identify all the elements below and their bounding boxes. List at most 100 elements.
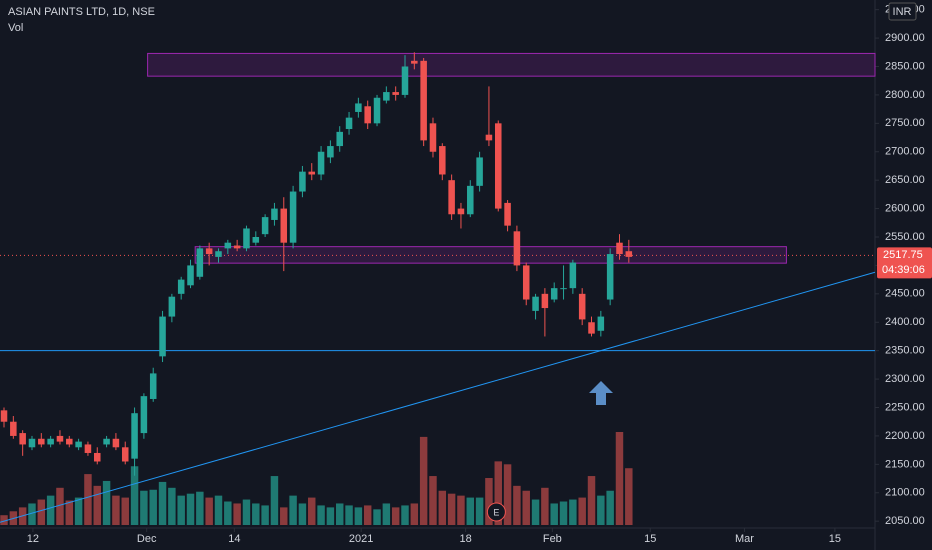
candle-body <box>345 117 353 130</box>
volume-bar <box>130 466 139 525</box>
x-tick-label: 14 <box>228 533 240 545</box>
y-tick-label: 2650.00 <box>885 174 925 186</box>
candle-body <box>289 191 297 243</box>
candle-body <box>476 157 483 186</box>
volume-bar <box>475 497 484 525</box>
x-tick-label: 2021 <box>349 533 373 545</box>
volume-bar <box>382 503 391 525</box>
candle-body <box>597 316 605 331</box>
volume-bar <box>345 505 353 525</box>
candle-body <box>252 237 260 243</box>
volume-bar <box>503 464 512 525</box>
volume-bar <box>177 495 185 525</box>
volume-bar <box>121 497 129 525</box>
y-tick-label: 2450.00 <box>885 288 925 300</box>
volume-bar <box>37 499 46 525</box>
candle-body <box>448 180 455 215</box>
candle-body <box>457 208 465 215</box>
volume-bar <box>56 487 64 525</box>
candle-body <box>411 60 418 64</box>
candle-body <box>439 146 446 175</box>
candle-body <box>243 228 250 249</box>
volume-bar <box>196 491 204 525</box>
candle-body <box>569 262 577 289</box>
candle-body <box>364 106 371 124</box>
volume-bar <box>93 485 101 525</box>
candle-body <box>205 248 213 255</box>
candle-body <box>494 123 502 209</box>
volume-bar <box>140 490 148 525</box>
volume-bar <box>550 503 558 525</box>
last-price-label: 2517.75 <box>883 249 923 261</box>
volume-bar <box>401 505 409 525</box>
y-tick-label: 2800.00 <box>885 89 925 101</box>
x-tick-label: Dec <box>137 533 157 545</box>
volume-bar <box>457 495 465 525</box>
candle-body <box>224 242 232 249</box>
candle-body <box>578 293 586 320</box>
earnings-marker <box>486 502 506 522</box>
candle-body <box>168 296 176 317</box>
y-tick-label: 2200.00 <box>885 430 925 442</box>
candle-body <box>392 92 399 95</box>
candle-body <box>485 134 493 141</box>
trendline <box>0 271 876 523</box>
candle-body <box>271 208 278 220</box>
candle-body <box>541 293 549 309</box>
candle-body <box>140 396 148 434</box>
volume-bar <box>494 461 502 525</box>
y-tick-label: 2700.00 <box>885 146 925 158</box>
candle-body <box>38 438 45 445</box>
volume-bar <box>261 505 269 525</box>
volume-bar <box>485 478 493 525</box>
volume-bar <box>541 487 549 525</box>
volume-bar <box>625 468 633 525</box>
chart-title: ASIAN PAINTS LTD, 1D, NSE <box>8 6 155 18</box>
y-tick-label: 2150.00 <box>885 458 925 470</box>
volume-bar <box>224 501 232 525</box>
volume-bar <box>326 507 335 525</box>
candle-body <box>401 66 409 95</box>
volume-bar <box>419 436 428 525</box>
candle-body <box>28 438 36 448</box>
volume-bar <box>149 489 157 525</box>
candle-body <box>522 265 530 300</box>
zone <box>147 52 876 77</box>
candle-body <box>317 151 325 175</box>
y-tick-label: 2350.00 <box>885 345 925 357</box>
candle-body <box>550 288 558 300</box>
y-tick-label: 2400.00 <box>885 316 925 328</box>
candle-body <box>261 217 269 235</box>
candle-body <box>187 265 194 286</box>
volume-bar <box>363 505 372 525</box>
volume-bar <box>252 503 260 525</box>
volume-bar <box>522 490 530 525</box>
candle-body <box>504 202 511 226</box>
earnings-label: E <box>493 507 499 517</box>
y-tick-label: 2900.00 <box>885 32 925 44</box>
candle-body <box>159 316 166 357</box>
volume-bar <box>587 476 596 525</box>
volume-bar <box>308 497 316 525</box>
volume-bar <box>578 497 586 525</box>
volume-bar <box>65 500 74 525</box>
volume-bar <box>317 505 325 525</box>
volume-bar <box>205 497 213 525</box>
volume-bar <box>214 495 223 525</box>
candle-body <box>66 438 73 445</box>
y-tick-label: 2600.00 <box>885 202 925 214</box>
candle-body <box>121 447 129 462</box>
volume-bar <box>335 503 344 525</box>
candle-body <box>588 322 595 334</box>
up-arrow <box>589 381 613 405</box>
volume-bar <box>559 501 568 525</box>
volume-bar <box>466 497 475 525</box>
volume-bar <box>513 485 521 525</box>
countdown: 04:39:06 <box>882 264 925 276</box>
x-tick-label: 12 <box>27 533 39 545</box>
candle-body <box>327 146 334 158</box>
volume-bar <box>270 476 279 525</box>
x-tick-label: Mar <box>735 533 754 545</box>
candle-body <box>93 452 101 462</box>
